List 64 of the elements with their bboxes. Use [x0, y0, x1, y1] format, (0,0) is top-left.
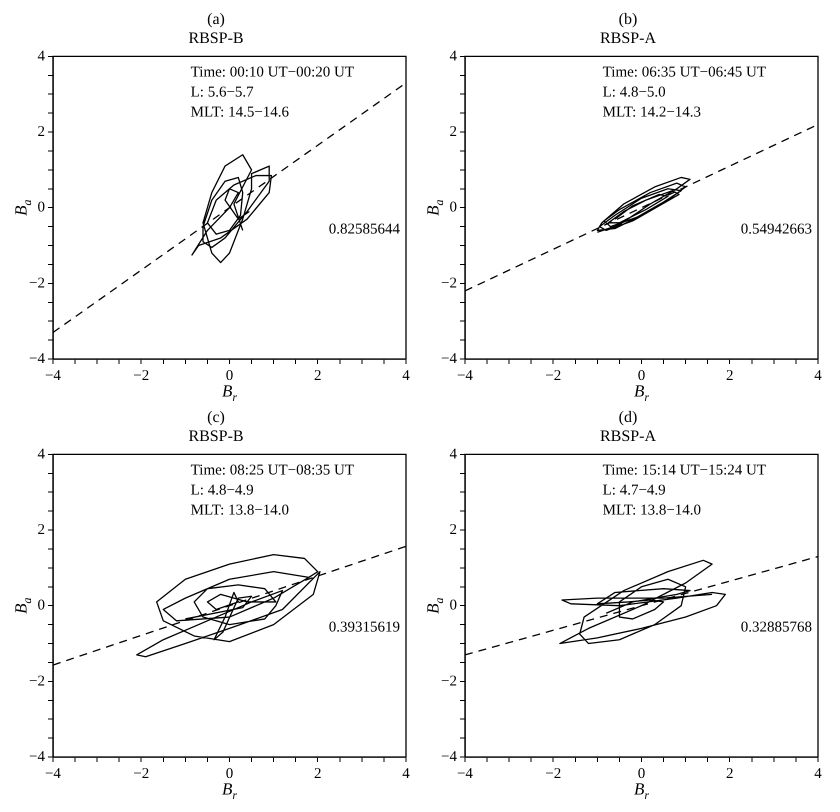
y-tick-label: 4: [37, 48, 46, 64]
x-tick-label: 0: [226, 766, 234, 782]
annotation: L: 4.7−4.9: [602, 482, 666, 498]
chart-title: (a): [207, 10, 225, 28]
y-tick-label: −4: [440, 350, 458, 367]
x-tick-label: 4: [402, 766, 410, 782]
y-tick-label: 0: [449, 200, 457, 216]
chart-title: (c): [207, 408, 225, 426]
y-tick-label: 2: [449, 522, 457, 538]
y-axis-title: Ba: [423, 597, 446, 614]
chart-title: (d): [618, 408, 638, 426]
x-tick-label: 4: [402, 368, 410, 384]
y-tick-label: −2: [28, 275, 45, 292]
y-tick-label: 4: [37, 446, 46, 462]
y-tick-label: 0: [37, 598, 45, 614]
annotation: Time: 06:35 UT−06:45 UT: [602, 64, 766, 80]
annotation: 0.82585644: [328, 222, 400, 238]
annotation: L: 4.8−4.9: [190, 482, 254, 498]
annotation: MLT: 14.5−14.6: [190, 104, 290, 120]
x-tick-label: 0: [638, 368, 646, 384]
x-tick-label: 0: [226, 368, 234, 384]
y-tick-label: −4: [28, 748, 46, 765]
y-tick-label: 2: [37, 124, 45, 140]
y-axis-title: Ba: [11, 597, 34, 614]
x-tick-label: −2: [545, 766, 562, 782]
annotation: 0.32885768: [740, 620, 812, 636]
annotation: 0.39315619: [328, 620, 400, 636]
y-tick-label: −2: [440, 275, 457, 292]
y-tick-label: −4: [440, 748, 458, 765]
y-tick-label: −4: [28, 350, 46, 367]
x-tick-label: 2: [314, 368, 322, 384]
y-tick-label: 0: [37, 200, 45, 216]
annotation: L: 4.8−5.0: [602, 84, 666, 100]
y-tick-label: 0: [449, 598, 457, 614]
y-tick-label: 4: [449, 446, 458, 462]
annotation: Time: 00:10 UT−00:20 UT: [190, 64, 354, 80]
annotation: MLT: 14.2−14.3: [602, 104, 702, 120]
x-tick-label: 4: [814, 368, 822, 384]
annotation: L: 5.6−5.7: [190, 84, 254, 100]
y-tick-label: 2: [449, 124, 457, 140]
x-tick-label: −2: [545, 368, 562, 384]
chart-subtitle: RBSP-A: [600, 428, 656, 446]
x-tick-label: 4: [814, 766, 822, 782]
annotation: Time: 08:25 UT−08:35 UT: [190, 462, 354, 478]
y-tick-label: −2: [440, 673, 457, 690]
chart-subtitle: RBSP-A: [600, 30, 656, 48]
annotation: MLT: 13.8−14.0: [190, 502, 290, 518]
x-tick-label: −2: [133, 368, 150, 384]
chart-subtitle: RBSP-B: [188, 30, 244, 48]
annotation: MLT: 13.8−14.0: [602, 502, 702, 518]
annotation: 0.54942663: [740, 222, 812, 238]
x-tick-label: 2: [726, 368, 734, 384]
x-tick-label: 2: [314, 766, 322, 782]
y-axis-title: Ba: [423, 199, 446, 216]
y-tick-label: 2: [37, 522, 45, 538]
x-tick-label: 0: [638, 766, 646, 782]
y-axis-title: Ba: [11, 199, 34, 216]
chart-title: (b): [618, 10, 638, 28]
y-tick-label: −2: [28, 673, 45, 690]
x-tick-label: 2: [726, 766, 734, 782]
x-tick-label: −2: [133, 766, 150, 782]
chart-subtitle: RBSP-B: [188, 428, 244, 446]
y-tick-label: 4: [449, 48, 458, 64]
annotation: Time: 15:14 UT−15:24 UT: [602, 462, 766, 478]
